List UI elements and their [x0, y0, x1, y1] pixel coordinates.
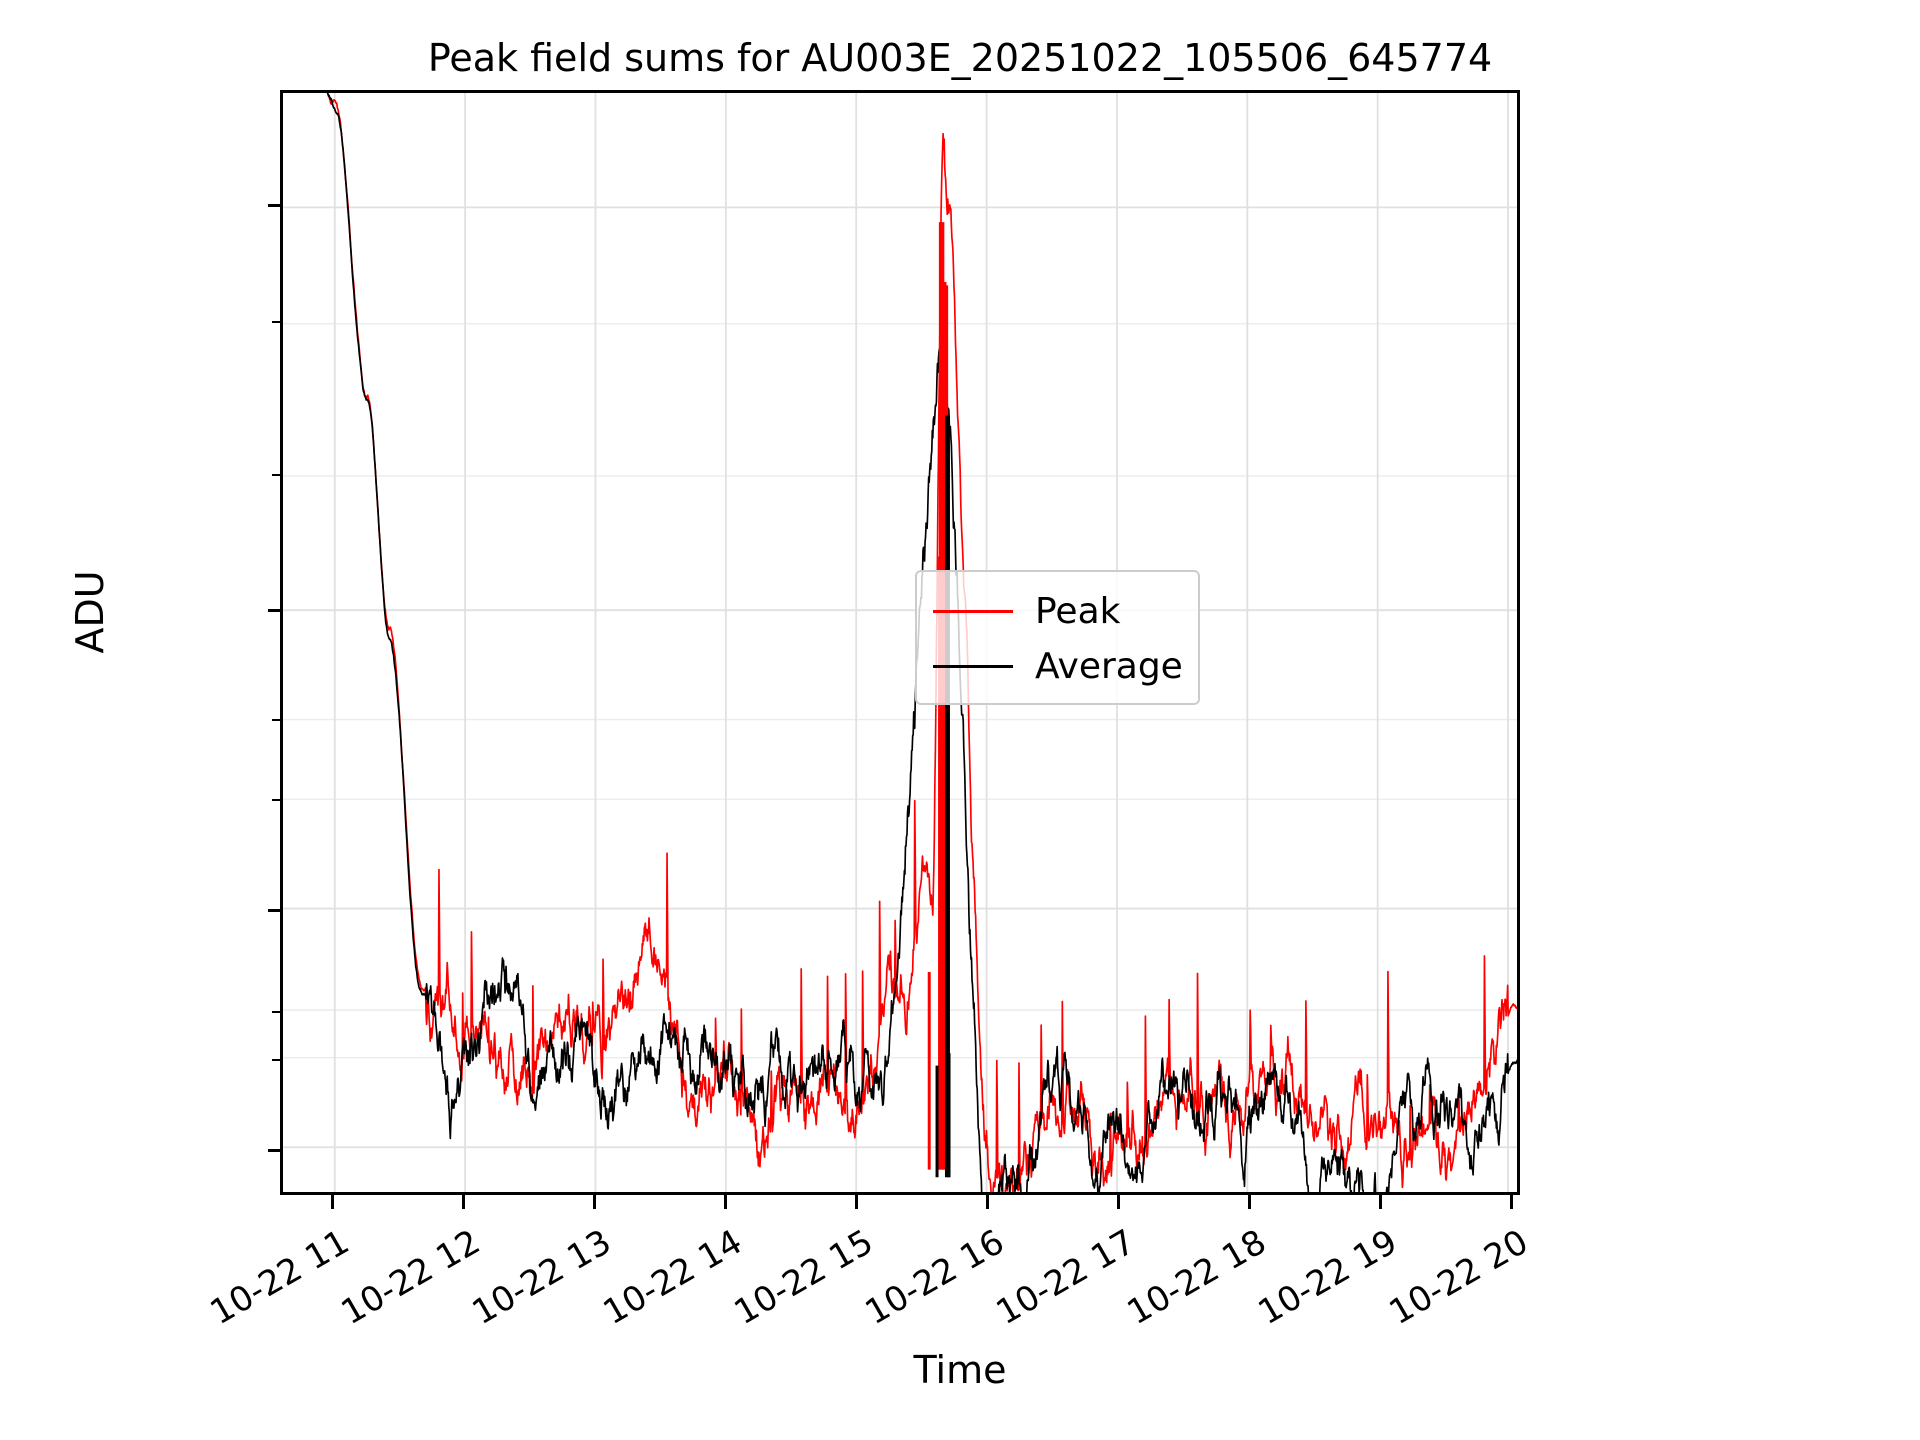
- legend-swatch-average: [933, 665, 1013, 668]
- x-tick-mark: [855, 1195, 858, 1209]
- y-tick-mark: [268, 1149, 282, 1152]
- y-tick-mark-minor: [272, 321, 282, 323]
- legend-item-peak[interactable]: Peak: [933, 584, 1182, 639]
- y-tick-mark-minor: [272, 1011, 282, 1013]
- x-tick-mark: [724, 1195, 727, 1209]
- legend[interactable]: Peak Average: [915, 570, 1200, 705]
- y-tick-mark: [268, 204, 282, 207]
- y-axis-tick-labels: 2 × 1081086 × 1074 × 107: [0, 0, 282, 1440]
- y-tick-mark: [268, 609, 282, 612]
- y-tick-mark-minor: [272, 1059, 282, 1061]
- x-tick-mark: [593, 1195, 596, 1209]
- x-tick-mark: [1117, 1195, 1120, 1209]
- y-tick-mark-minor: [272, 474, 282, 476]
- x-tick-mark: [1248, 1195, 1251, 1209]
- page-title: Peak field sums for AU003E_20251022_1055…: [427, 36, 1493, 80]
- legend-label-peak: Peak: [1035, 590, 1121, 632]
- x-tick-mark: [462, 1195, 465, 1209]
- legend-swatch-peak: [933, 610, 1013, 613]
- legend-item-average[interactable]: Average: [933, 639, 1183, 694]
- x-tick-mark: [1379, 1195, 1382, 1209]
- x-tick-mark: [1510, 1195, 1513, 1209]
- y-tick-mark-minor: [272, 799, 282, 801]
- plot-area: [280, 90, 1520, 1195]
- grid-lines: [283, 93, 1517, 1192]
- x-tick-mark: [986, 1195, 989, 1209]
- x-tick-mark: [331, 1195, 334, 1209]
- data-series-layer: [324, 93, 1517, 1192]
- legend-label-average: Average: [1035, 645, 1183, 687]
- x-axis-label: Time: [913, 1348, 1007, 1392]
- y-tick-mark: [268, 909, 282, 912]
- y-tick-mark-minor: [272, 719, 282, 721]
